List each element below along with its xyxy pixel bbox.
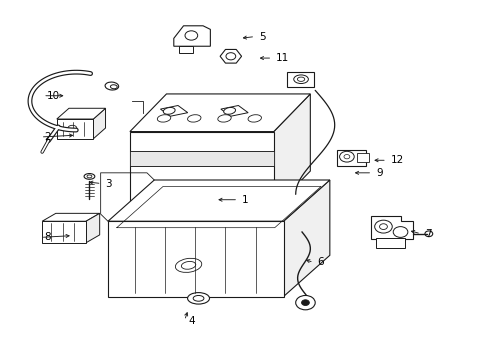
Text: 3: 3: [105, 179, 112, 189]
Ellipse shape: [223, 108, 235, 114]
Ellipse shape: [68, 125, 77, 131]
Text: 5: 5: [259, 32, 265, 41]
Ellipse shape: [105, 82, 119, 90]
Polygon shape: [57, 119, 93, 139]
Polygon shape: [178, 45, 193, 53]
Text: 6: 6: [317, 257, 324, 267]
Ellipse shape: [163, 108, 175, 114]
Text: 11: 11: [276, 53, 289, 63]
Polygon shape: [86, 213, 100, 243]
Text: 4: 4: [188, 316, 195, 325]
Ellipse shape: [247, 115, 261, 122]
Polygon shape: [42, 213, 100, 221]
Polygon shape: [356, 153, 368, 162]
Ellipse shape: [175, 258, 202, 273]
Ellipse shape: [84, 174, 95, 179]
Text: 1: 1: [242, 195, 248, 205]
Polygon shape: [375, 238, 405, 248]
Polygon shape: [130, 94, 310, 132]
Polygon shape: [220, 49, 241, 63]
Polygon shape: [221, 105, 247, 116]
Ellipse shape: [193, 296, 203, 301]
Polygon shape: [42, 221, 86, 243]
Polygon shape: [93, 108, 105, 139]
Ellipse shape: [187, 115, 201, 122]
Polygon shape: [287, 72, 314, 87]
Polygon shape: [130, 132, 273, 209]
Ellipse shape: [293, 75, 308, 84]
Polygon shape: [173, 26, 210, 46]
Polygon shape: [336, 149, 366, 166]
Polygon shape: [370, 216, 412, 239]
Polygon shape: [108, 180, 329, 221]
Ellipse shape: [87, 175, 92, 178]
Text: 9: 9: [375, 168, 382, 178]
Polygon shape: [57, 108, 105, 119]
Ellipse shape: [181, 261, 195, 269]
Ellipse shape: [217, 115, 231, 122]
Text: 7: 7: [424, 229, 430, 239]
Text: 12: 12: [390, 155, 403, 165]
Ellipse shape: [110, 85, 117, 89]
Ellipse shape: [157, 115, 170, 122]
Ellipse shape: [297, 77, 304, 81]
Polygon shape: [160, 105, 187, 116]
Circle shape: [301, 300, 309, 306]
Polygon shape: [130, 151, 273, 166]
Text: 2: 2: [44, 132, 51, 142]
Polygon shape: [273, 94, 310, 209]
Ellipse shape: [187, 293, 209, 304]
Polygon shape: [283, 180, 329, 297]
Text: 10: 10: [47, 91, 60, 101]
Text: 8: 8: [44, 232, 51, 242]
Polygon shape: [108, 221, 283, 297]
